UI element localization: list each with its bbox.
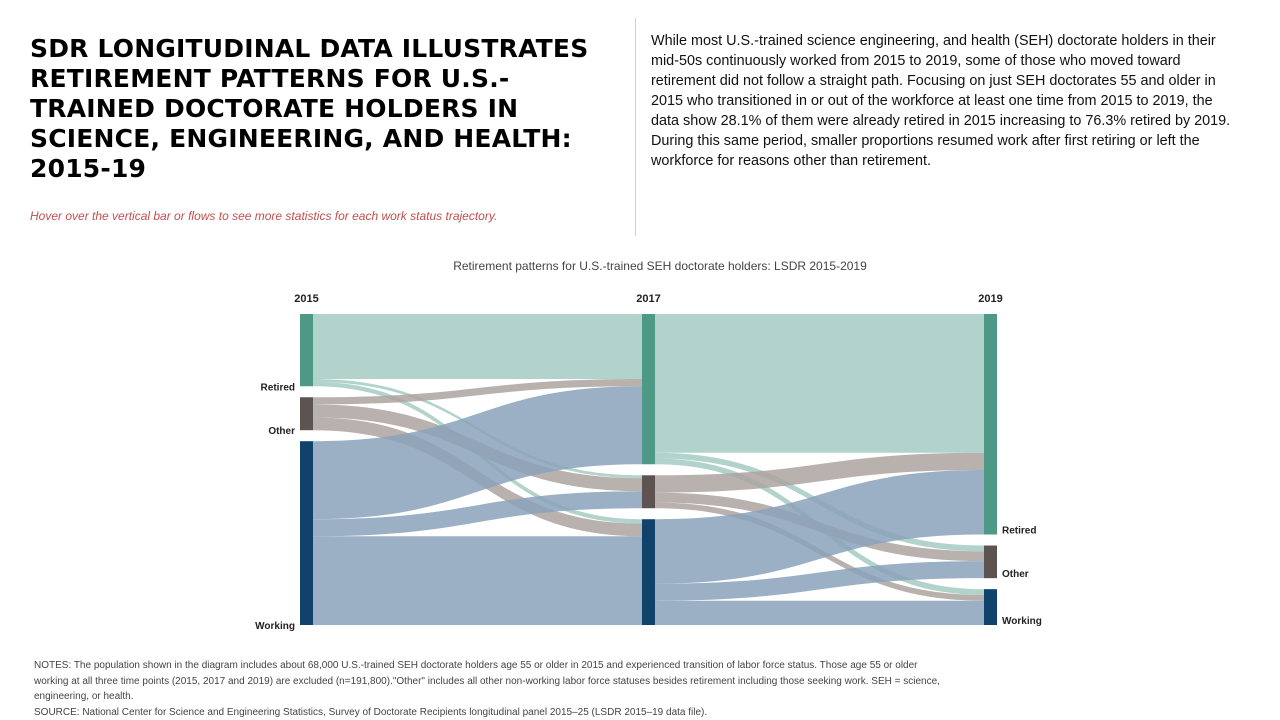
node-2019-other[interactable]: [984, 545, 997, 579]
flow-2017-working-to-2019-working[interactable]: [655, 600, 984, 625]
hover-hint: Hover over the vertical bar or flows to …: [30, 209, 498, 223]
node-2017-working[interactable]: [642, 519, 655, 625]
flow-2017-working-to-2019-other[interactable]: [655, 561, 984, 601]
header-divider: [635, 18, 636, 236]
flow-2015-retired-to-2017-retired[interactable]: [313, 314, 642, 380]
flow-2015-working-to-2017-working[interactable]: [313, 536, 642, 625]
node-layer: [300, 314, 997, 625]
flow-2017-retired-to-2019-retired[interactable]: [655, 314, 984, 453]
column-label-2019: 2019: [978, 293, 1002, 305]
node-2015-working[interactable]: [300, 441, 313, 625]
node-label-2019-retired: Retired: [1002, 526, 1036, 537]
flow-2015-other-to-2017-retired[interactable]: [313, 379, 642, 405]
flow-layer: [313, 314, 984, 625]
node-2017-retired[interactable]: [642, 314, 655, 465]
flow-2015-working-to-2017-other[interactable]: [313, 491, 642, 537]
node-2017-other[interactable]: [642, 475, 655, 509]
notes-text: NOTES: The population shown in the diagr…: [34, 660, 940, 702]
flow-2017-other-to-2019-retired[interactable]: [655, 452, 984, 493]
notes-block: NOTES: The population shown in the diagr…: [34, 658, 954, 720]
column-label-2017: 2017: [636, 293, 660, 305]
description-text: While most U.S.-trained science engineer…: [651, 33, 1231, 169]
node-2019-retired[interactable]: [984, 314, 997, 535]
node-label-2019-other: Other: [1002, 569, 1029, 580]
flow-2017-working-to-2019-retired[interactable]: [655, 470, 984, 584]
node-2015-other[interactable]: [300, 397, 313, 431]
page-title: SDR LONGITUDINAL DATA ILLUSTRATES RETIRE…: [30, 34, 589, 183]
column-label-2015: 2015: [294, 293, 318, 305]
node-label-2019-working: Working: [1002, 616, 1042, 627]
source-text: SOURCE: National Center for Science and …: [34, 706, 708, 718]
node-label-2015-retired: Retired: [261, 382, 295, 393]
node-label-2015-other: Other: [268, 426, 295, 437]
node-label-2015-working: Working: [255, 621, 295, 632]
node-2015-retired[interactable]: [300, 314, 313, 387]
chart-title: Retirement patterns for U.S.-trained SEH…: [453, 259, 867, 273]
label-layer: 2015 2017 2019 Retired Retired Other Other Work…: [255, 293, 1042, 632]
node-2019-working[interactable]: [984, 589, 997, 625]
flow-2015-working-to-2017-retired[interactable]: [313, 386, 642, 520]
sankey-chart[interactable]: Retirement patterns for U.S.-trained SEH…: [0, 250, 1280, 650]
